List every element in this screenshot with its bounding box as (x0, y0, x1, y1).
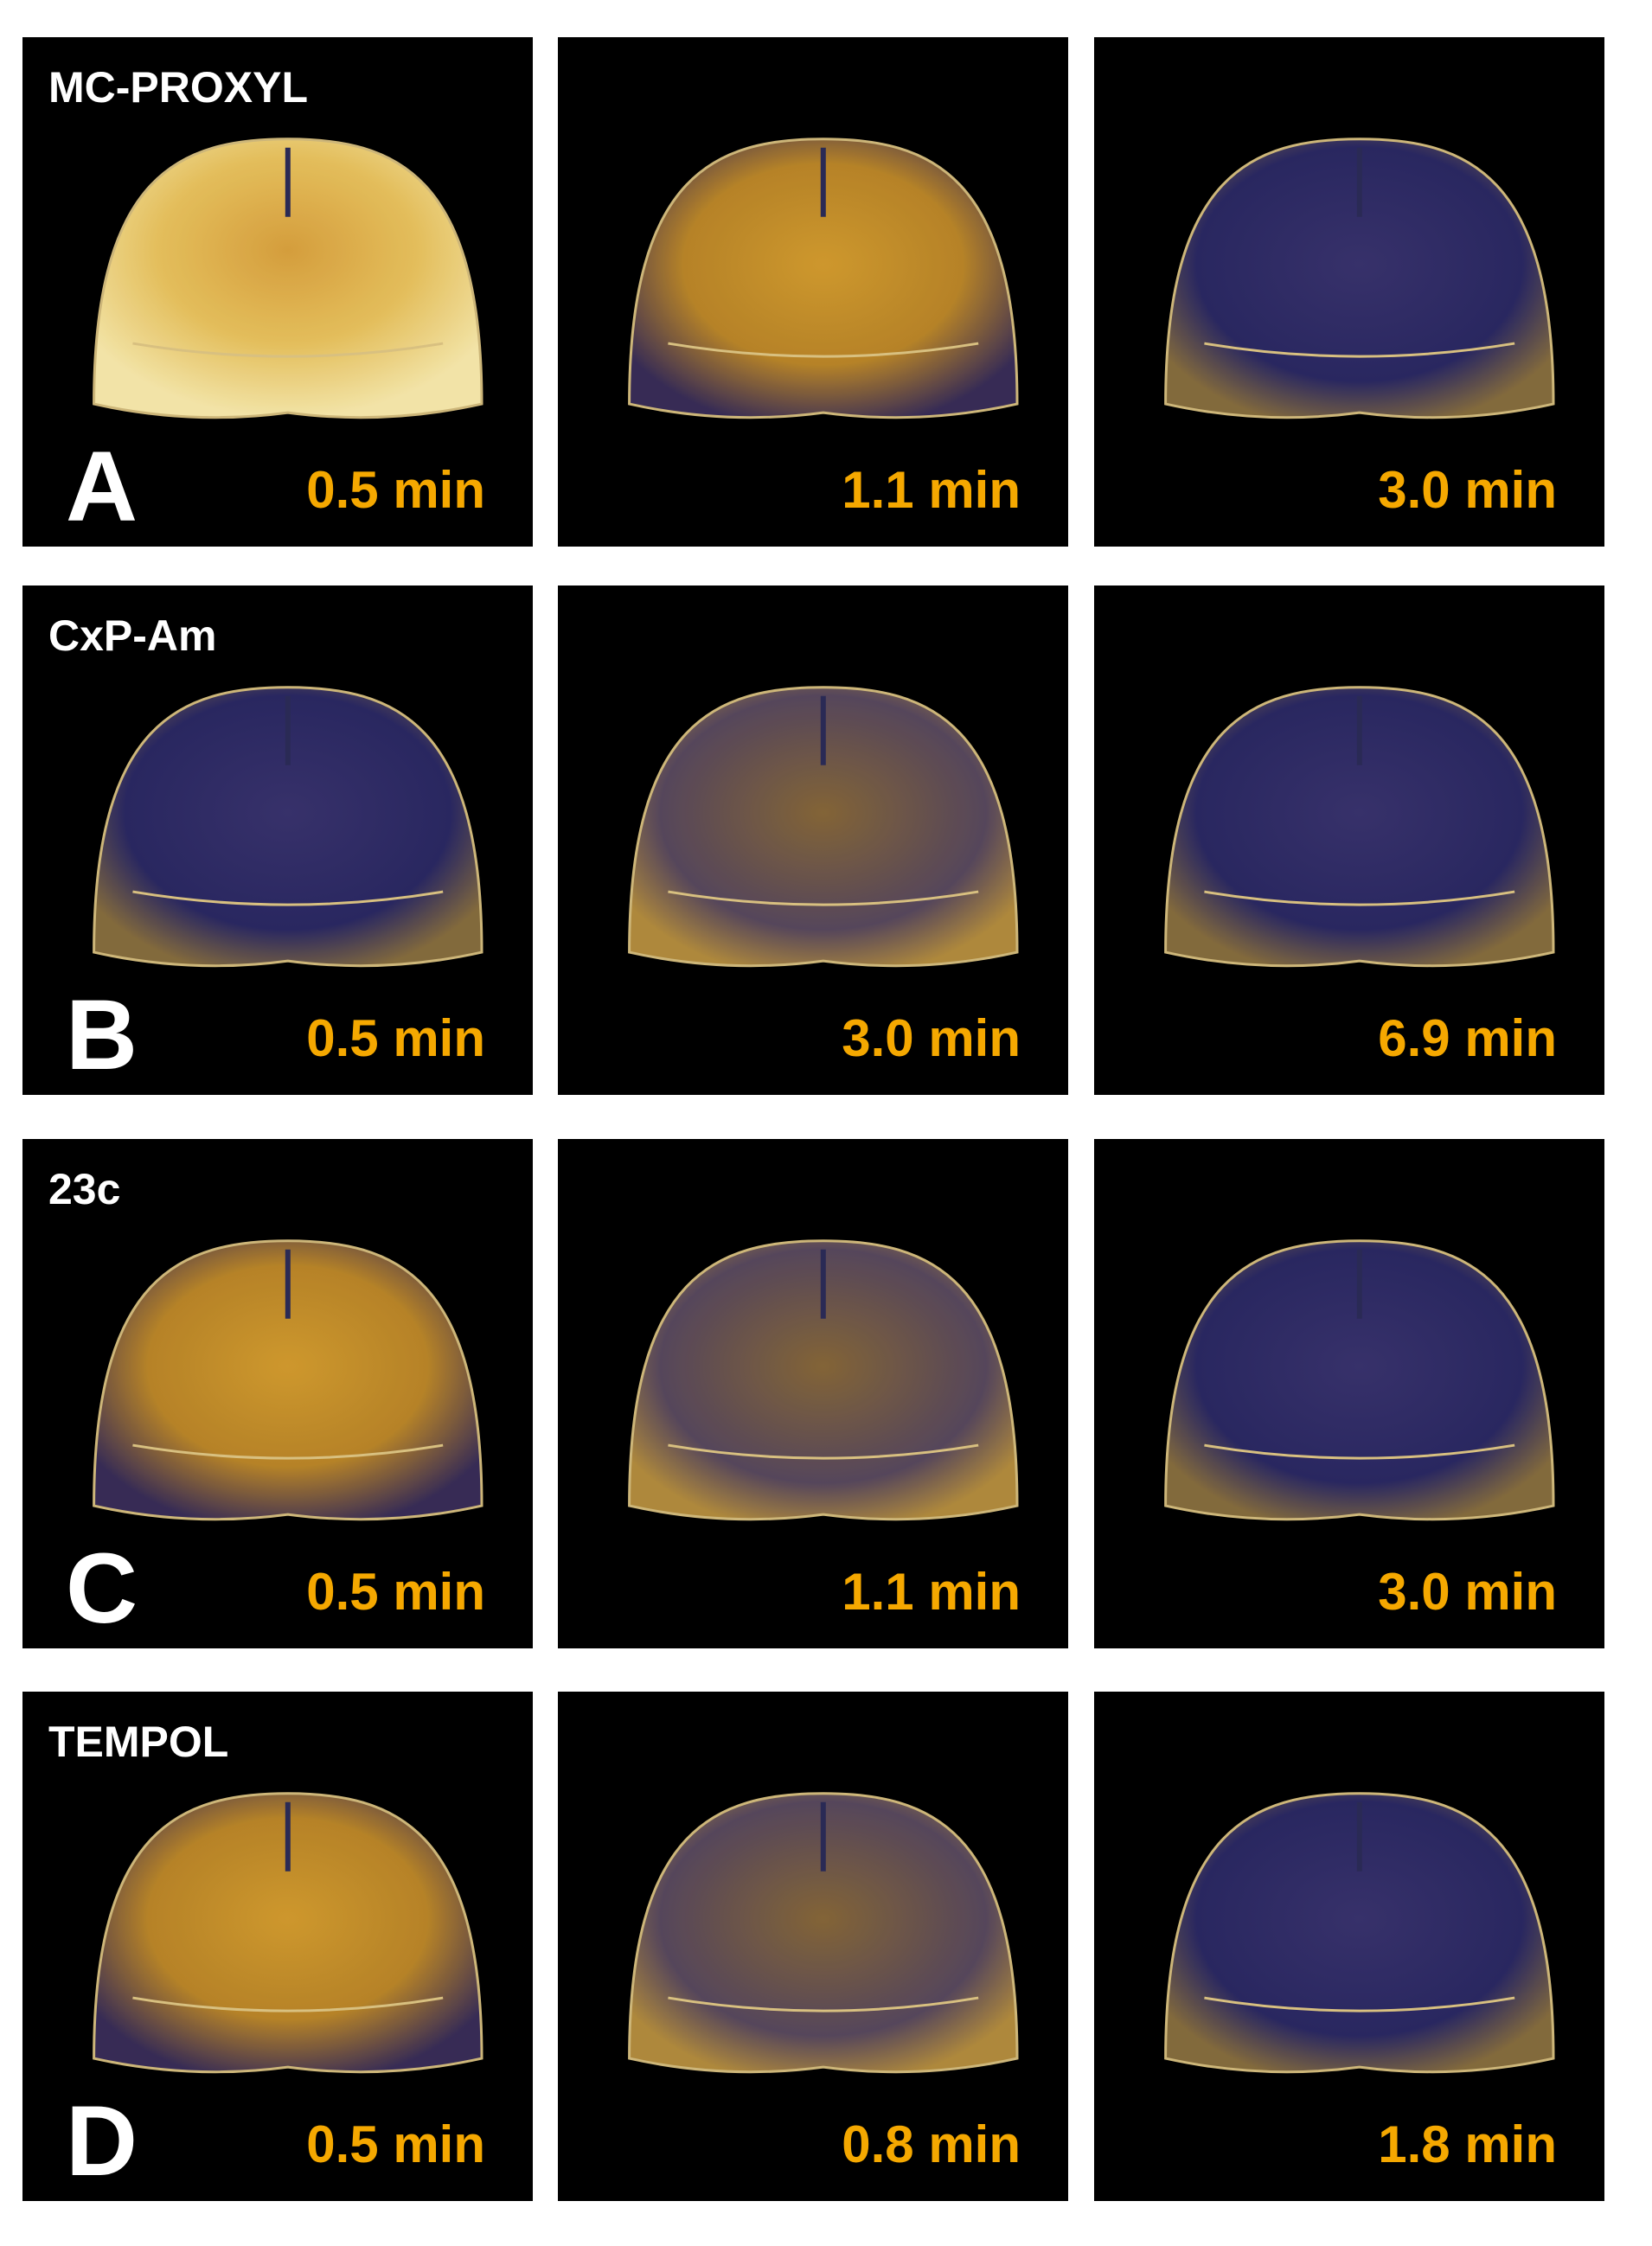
compound-label: MC-PROXYL (48, 63, 308, 112)
brain-image (1164, 686, 1555, 968)
time-label: 0.5 min (306, 461, 485, 519)
brain-lower-structure (668, 342, 979, 358)
brain-image (93, 686, 483, 968)
brain-image (93, 1239, 483, 1521)
panel-letter: A (66, 432, 138, 542)
image-panel: 0.8 min (558, 1692, 1068, 2201)
brain-image (628, 138, 1019, 419)
time-label: 3.0 min (1378, 1563, 1557, 1621)
image-panel: CxP-Am B 0.5 min (22, 585, 533, 1095)
time-label: 1.1 min (842, 1563, 1021, 1621)
image-panel: 3.0 min (1094, 1139, 1604, 1648)
time-label: 0.5 min (306, 1563, 485, 1621)
time-label: 6.9 min (1378, 1009, 1557, 1067)
image-panel: 1.8 min (1094, 1692, 1604, 2201)
brain-lower-structure (668, 1996, 979, 2012)
image-panel: 6.9 min (1094, 585, 1604, 1095)
brain-image (1164, 138, 1555, 419)
image-panel: 23c C 0.5 min (22, 1139, 533, 1648)
compound-label: CxP-Am (48, 611, 216, 660)
time-label: 3.0 min (842, 1009, 1021, 1067)
time-label: 0.5 min (306, 2115, 485, 2173)
time-label: 0.5 min (306, 1009, 485, 1067)
brain-lower-structure (668, 1443, 979, 1460)
image-panel: 3.0 min (558, 585, 1068, 1095)
brain-lower-structure (668, 890, 979, 906)
brain-lower-structure (132, 342, 444, 358)
panel-letter: B (66, 980, 138, 1091)
brain-image (1164, 1792, 1555, 2074)
brain-lower-structure (132, 1443, 444, 1460)
time-label: 1.1 min (842, 461, 1021, 519)
image-panel: MC-PROXYL A 0.5 min (22, 37, 533, 547)
brain-lower-structure (1204, 1443, 1515, 1460)
brain-lower-structure (132, 1996, 444, 2012)
panel-letter: D (66, 2086, 138, 2197)
time-label: 3.0 min (1378, 461, 1557, 519)
brain-image (93, 138, 483, 419)
brain-image (1164, 1239, 1555, 1521)
brain-lower-structure (1204, 342, 1515, 358)
brain-lower-structure (132, 890, 444, 906)
brain-lower-structure (1204, 1996, 1515, 2012)
image-panel: TEMPOL D 0.5 min (22, 1692, 533, 2201)
time-label: 1.8 min (1378, 2115, 1557, 2173)
brain-lower-structure (1204, 890, 1515, 906)
image-panel: 3.0 min (1094, 37, 1604, 547)
image-panel: 1.1 min (558, 37, 1068, 547)
time-label: 0.8 min (842, 2115, 1021, 2173)
compound-label: TEMPOL (48, 1718, 228, 1766)
brain-image (628, 686, 1019, 968)
brain-image (93, 1792, 483, 2074)
brain-image (628, 1792, 1019, 2074)
brain-image (628, 1239, 1019, 1521)
compound-label: 23c (48, 1165, 120, 1213)
panel-letter: C (66, 1533, 138, 1644)
image-panel: 1.1 min (558, 1139, 1068, 1648)
